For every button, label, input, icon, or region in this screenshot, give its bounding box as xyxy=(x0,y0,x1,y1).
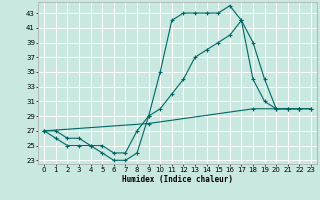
X-axis label: Humidex (Indice chaleur): Humidex (Indice chaleur) xyxy=(122,175,233,184)
